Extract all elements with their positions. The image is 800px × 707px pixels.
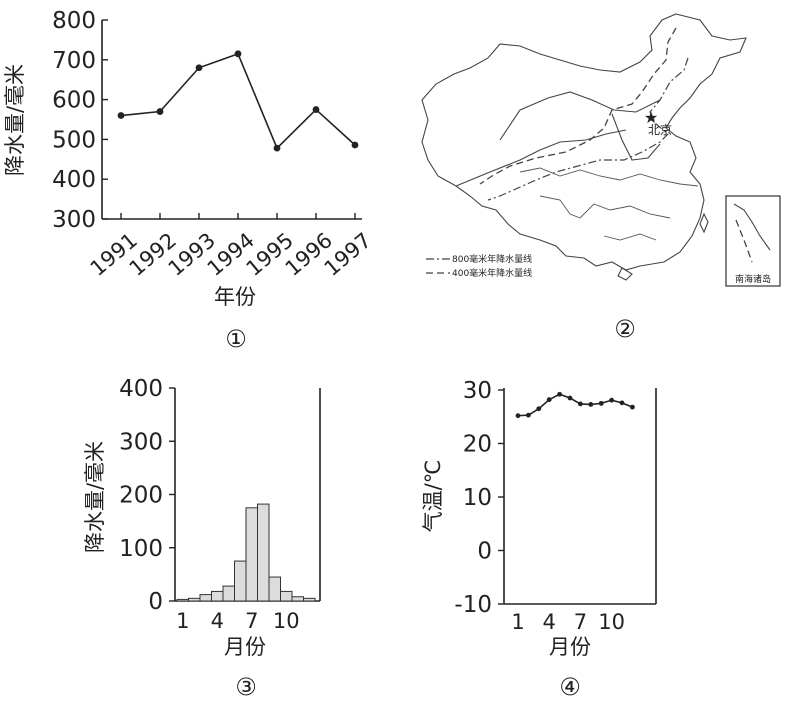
bar [268, 576, 281, 602]
chart-monthly-precipitation: 0 100 200 300 400 1 4 7 10 降水量/毫米 月份 ③ [83, 376, 321, 701]
series-line [517, 393, 633, 417]
bar [280, 590, 293, 602]
x-tick-label: 7 [245, 609, 258, 633]
data-point [588, 402, 594, 407]
map-china-isohyets: ★ 北京 南海诸岛 800毫米年降水量线 400毫米年降水量线 ② [421, 13, 781, 343]
province-boundary [499, 91, 661, 141]
bar [291, 596, 304, 602]
province-boundary [611, 113, 661, 161]
bar [245, 507, 258, 602]
data-point [515, 413, 521, 419]
data-point [351, 141, 359, 149]
star-icon: ★ [644, 108, 658, 127]
bar [234, 560, 247, 602]
isohyet-800 [487, 57, 689, 201]
y-tick-label: 10 [463, 485, 492, 511]
data-point [598, 400, 604, 406]
data-point [312, 106, 320, 113]
data-point [619, 400, 625, 406]
y-tick-label: 400 [119, 376, 163, 402]
y-tick-label: 400 [52, 167, 96, 193]
bar [303, 597, 316, 602]
x-tick-label: 10 [273, 609, 300, 633]
bar [211, 590, 224, 602]
data-point [195, 64, 203, 72]
y-tick-label: 700 [52, 48, 96, 74]
y-tick-label: 300 [52, 207, 96, 233]
legend-400-label: 400毫米年降水量线 [452, 267, 532, 279]
river [603, 233, 657, 241]
data-point [630, 404, 635, 410]
y-axis-label: 气温/℃ [421, 460, 445, 533]
data-point [546, 397, 552, 403]
data-point [567, 395, 573, 401]
map-outline [421, 13, 747, 271]
data-point [609, 397, 614, 403]
y-tick-label: 600 [52, 88, 96, 114]
taiwan-island [699, 212, 709, 234]
x-tick-label: 4 [211, 609, 224, 633]
hainan-island [617, 267, 633, 281]
y-tick-label: -10 [454, 592, 492, 618]
x-tick-label: 4 [543, 610, 556, 634]
x-tick-label: 10 [598, 610, 625, 634]
panel-label: ② [614, 315, 636, 343]
data-point [526, 412, 531, 418]
x-axis-label: 月份 [224, 635, 266, 659]
data-point [273, 144, 281, 152]
data-point [536, 406, 542, 412]
inset-boundary [735, 219, 753, 263]
city-label-beijing: 北京 [648, 123, 672, 137]
inset-label: 南海诸岛 [735, 273, 771, 285]
bar [257, 503, 270, 602]
y-tick-label: 0 [148, 589, 163, 615]
y-tick-label: 0 [477, 539, 492, 565]
data-point [234, 50, 242, 58]
x-tick-label: 1 [176, 609, 189, 633]
panel-label: ④ [559, 673, 581, 701]
data-point [117, 112, 125, 119]
x-axis-label: 月份 [549, 635, 591, 659]
yangtze-river [519, 167, 699, 187]
bar [222, 585, 235, 602]
legend-800-label: 800毫米年降水量线 [452, 253, 532, 265]
panel-label: ① [225, 325, 247, 353]
y-tick-label: 800 [52, 8, 96, 34]
x-tick-label: 1 [511, 610, 524, 634]
inset-frame [725, 195, 781, 287]
bar [199, 594, 212, 602]
x-axis-label: 年份 [214, 285, 256, 309]
province-boundary [455, 129, 627, 187]
y-tick-label: 20 [463, 432, 492, 458]
bar [188, 597, 201, 602]
y-axis-label: 降水量/毫米 [3, 64, 27, 176]
series-line [120, 52, 356, 150]
river [539, 195, 671, 219]
isohyet-400 [479, 27, 677, 185]
inset-coastline [733, 203, 771, 251]
y-tick-label: 30 [463, 378, 492, 404]
data-point [557, 391, 562, 397]
data-point [578, 401, 583, 407]
data-point [156, 108, 164, 115]
panel-label: ③ [235, 673, 257, 701]
y-tick-label: 500 [52, 127, 96, 153]
y-tick-label: 200 [119, 483, 163, 509]
y-tick-label: 100 [119, 536, 163, 562]
x-tick-label: 7 [574, 610, 587, 634]
bar [176, 598, 189, 602]
chart-monthly-temperature: -10 0 10 20 30 1 4 7 10 气温/℃ 月份 ④ [421, 378, 657, 701]
y-axis-label: 降水量/毫米 [83, 441, 107, 553]
y-tick-label: 300 [119, 429, 163, 455]
